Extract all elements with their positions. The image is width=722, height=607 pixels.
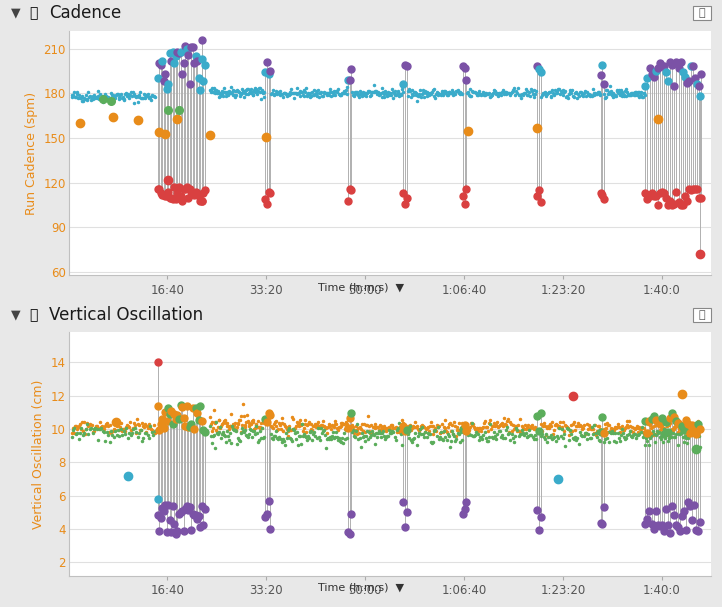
Text: 📡: 📡 <box>29 6 37 20</box>
Y-axis label: Run Cadence (spm): Run Cadence (spm) <box>25 92 38 214</box>
Text: Time (h:m:s)  ▼: Time (h:m:s) ▼ <box>318 282 404 292</box>
Text: 📡: 📡 <box>29 308 37 322</box>
FancyBboxPatch shape <box>692 6 710 20</box>
Text: ⤢: ⤢ <box>699 310 705 320</box>
Text: ▼: ▼ <box>11 308 21 321</box>
FancyBboxPatch shape <box>692 308 710 322</box>
Text: ▼: ▼ <box>11 7 21 19</box>
Y-axis label: Vertical Oscillation (cm): Vertical Oscillation (cm) <box>32 379 45 529</box>
Text: ⤢: ⤢ <box>699 8 705 18</box>
Text: Cadence: Cadence <box>49 4 122 22</box>
Text: Time (h:m:s)  ▼: Time (h:m:s) ▼ <box>318 583 404 592</box>
Text: Vertical Oscillation: Vertical Oscillation <box>49 306 204 324</box>
